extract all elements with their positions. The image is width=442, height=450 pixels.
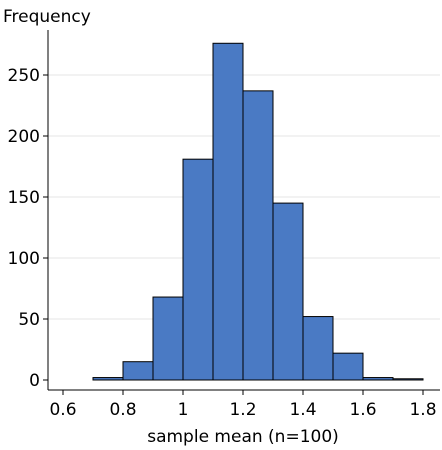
histogram-bar-6 (272, 202, 304, 381)
x-tick-label-0.8: 0.8 (109, 400, 136, 420)
y-tick-label-50: 50 (18, 310, 40, 330)
histogram-bar-4 (212, 42, 244, 381)
histogram-bar-7 (302, 316, 334, 381)
histogram-bar-2 (152, 296, 184, 381)
y-tick-label-150: 150 (8, 188, 40, 208)
histogram-bar-3 (182, 158, 214, 381)
histogram-bar-1 (122, 361, 154, 381)
y-tick-label-200: 200 (8, 127, 40, 147)
x-tick-label-1.4: 1.4 (289, 400, 316, 420)
axes-layer: 0 50 100 150 200 250 0.6 0.8 1 1.2 1.4 1.6 1.8 (8, 30, 440, 420)
histogram-bar-5 (242, 90, 274, 381)
x-tick-label-1.8: 1.8 (409, 400, 436, 420)
y-tick-label-250: 250 (8, 66, 40, 86)
bars-layer (92, 42, 424, 381)
y-tick-label-0: 0 (29, 371, 40, 391)
x-tick-label-1.6: 1.6 (349, 400, 376, 420)
histogram-bar-10 (392, 378, 424, 381)
histogram-bar-9 (362, 377, 394, 381)
y-axis-title: Frequency (3, 7, 91, 27)
x-tick-label-1: 1 (178, 400, 189, 420)
histogram-bar-0 (92, 377, 124, 381)
x-tick-label-1.2: 1.2 (229, 400, 256, 420)
histogram-bar-8 (332, 352, 364, 381)
y-tick-label-100: 100 (8, 249, 40, 269)
x-tick-label-0.6: 0.6 (49, 400, 76, 420)
x-axis-title: sample mean (n=100) (147, 427, 339, 447)
